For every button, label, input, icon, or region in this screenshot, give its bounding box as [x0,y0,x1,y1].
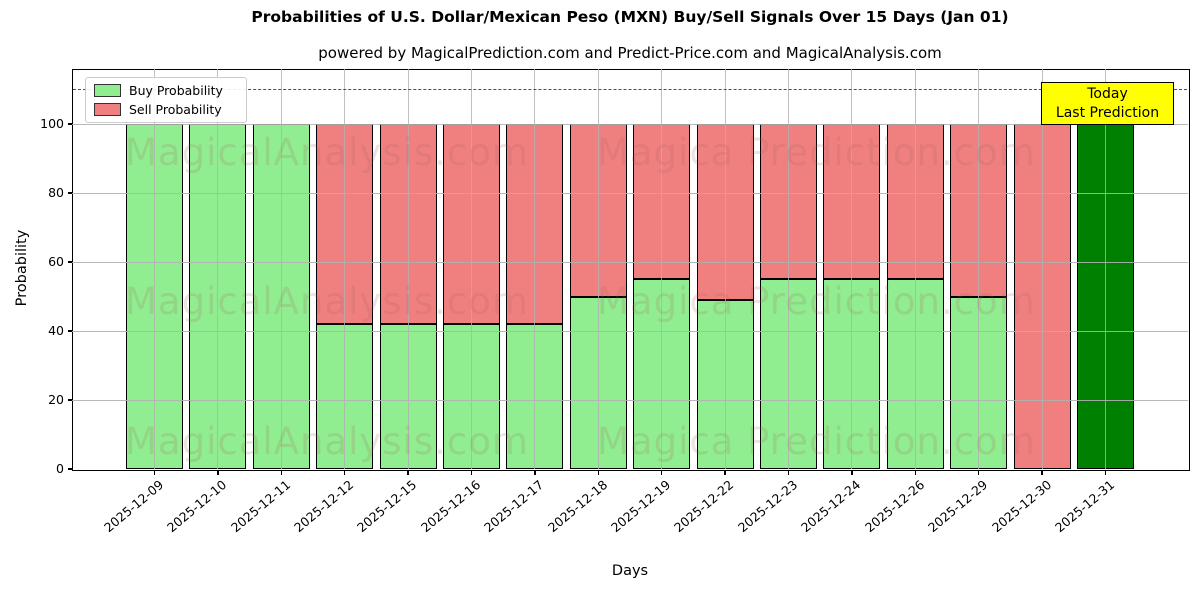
grid-line-vertical [1041,69,1043,469]
grid-line-vertical [280,69,282,469]
x-tick-mark [407,470,409,475]
grid-line-vertical [217,69,219,469]
x-tick-label: 2025-12-29 [925,477,991,536]
legend: Buy Probability Sell Probability [85,77,247,123]
y-tick-label: 100 [40,116,64,132]
grid-line-vertical [470,69,472,469]
x-tick-label: 2025-12-23 [734,477,801,536]
grid-line-vertical [661,69,663,469]
y-tick-mark [67,399,72,401]
x-tick-label: 2025-12-24 [798,477,864,536]
x-tick-mark [597,470,599,475]
y-tick-mark [67,123,72,125]
x-tick-mark [851,470,853,475]
x-tick-mark [978,470,980,475]
x-tick-label: 2025-12-17 [481,477,547,536]
x-axis-label: Days [611,563,649,579]
chart-title: Probabilities of U.S. Dollar/Mexican Pes… [251,8,1009,26]
chart-subtitle: powered by MagicalPrediction.com and Pre… [318,44,942,62]
grid-line-vertical [724,69,726,469]
grid-line-horizontal [72,192,1188,194]
legend-label-buy: Buy Probability [129,83,223,98]
y-tick-label: 0 [56,461,64,476]
x-tick-label: 2025-12-10 [164,477,230,536]
y-tick-label: 80 [48,185,64,201]
legend-item-sell: Sell Probability [94,102,238,117]
grid-line-horizontal [72,261,1188,263]
x-tick-mark [470,470,473,475]
watermark-text: MagicalAnalysis.com [125,420,529,463]
x-tick-label: 2025-12-22 [671,477,737,536]
x-tick-mark [1104,470,1107,475]
threshold-dashed-line [73,88,1187,90]
x-tick-label: 2025-12-11 [227,477,293,536]
x-tick-mark [1041,470,1043,475]
legend-label-sell: Sell Probability [129,102,222,117]
x-tick-mark [153,470,156,475]
x-tick-label: 2025-12-16 [417,477,484,536]
legend-swatch-sell-icon [94,103,121,116]
grid-line-vertical [978,69,980,469]
grid-line-vertical [1105,69,1107,469]
grid-line-vertical [914,69,916,469]
x-tick-mark [914,470,917,475]
x-tick-mark [534,470,536,475]
x-tick-label: 2025-12-30 [988,477,1054,536]
y-tick-mark [67,261,72,263]
x-tick-label: 2025-12-18 [544,477,610,536]
watermark-text: Magica Prediction.com [597,280,1036,323]
x-tick-mark [280,470,282,475]
x-tick-label: 2025-12-09 [100,477,167,536]
watermark-text: Magica Prediction.com [597,131,1036,174]
x-tick-mark [217,470,219,475]
grid-line-horizontal [72,399,1188,401]
watermark-text: MagicalAnalysis.com [125,280,529,323]
grid-line-vertical [851,69,853,469]
y-tick-label: 20 [48,392,64,408]
today-annotation: Today Last Prediction [1041,82,1174,125]
x-tick-label: 2025-12-31 [1051,477,1118,536]
y-tick-mark [67,330,72,332]
grid-line-vertical [344,69,346,469]
x-tick-label: 2025-12-12 [291,477,357,536]
grid-line-horizontal [72,123,1188,125]
x-tick-mark [724,470,726,475]
y-tick-mark [67,192,72,194]
legend-item-buy: Buy Probability [94,83,238,98]
x-tick-mark [343,470,346,475]
grid-line-vertical [153,69,155,469]
x-tick-label: 2025-12-15 [354,477,420,536]
x-tick-label: 2025-12-26 [861,477,927,536]
grid-line-horizontal [72,330,1188,332]
x-tick-label: 2025-12-19 [608,477,674,536]
grid-line-vertical [534,69,536,469]
today-annotation-line1: Today [1087,85,1128,102]
x-tick-mark [787,470,790,475]
y-tick-mark [67,468,72,470]
watermark-text: MagicalAnalysis.com [125,131,529,174]
grid-line-vertical [407,69,409,469]
y-tick-label: 40 [48,323,64,339]
y-tick-label: 60 [48,254,64,270]
grid-line-vertical [597,69,599,469]
legend-swatch-buy-icon [94,84,121,97]
today-annotation-line2: Last Prediction [1055,104,1160,121]
x-tick-mark [661,470,663,475]
grid-line-vertical [788,69,790,469]
watermark-text: Magica Prediction.com [597,420,1036,463]
